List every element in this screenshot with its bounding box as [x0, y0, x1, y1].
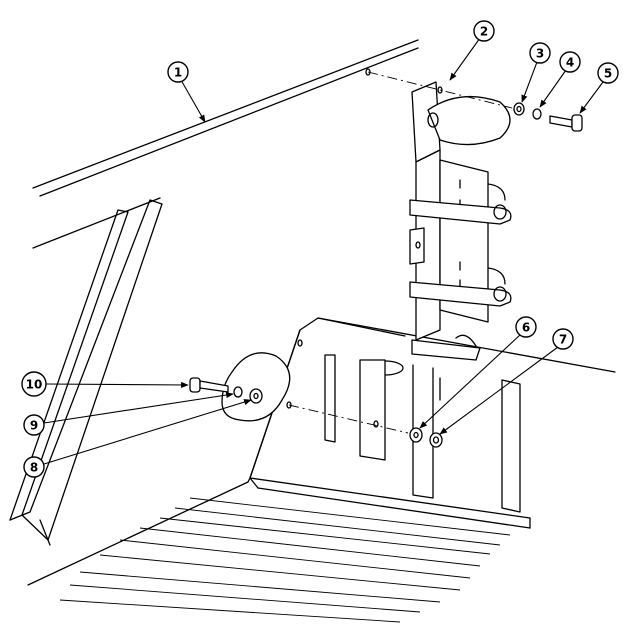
vehicle-body — [9, 39, 616, 623]
alignment-lines — [288, 68, 513, 434]
svg-text:8: 8 — [30, 461, 38, 475]
cutaway-detail — [221, 352, 292, 422]
svg-text:1: 1 — [174, 66, 182, 80]
callout-3: 3 — [529, 42, 551, 64]
callout-4: 4 — [559, 51, 581, 73]
svg-text:3: 3 — [536, 47, 544, 61]
svg-text:7: 7 — [559, 333, 567, 347]
svg-text:6: 6 — [522, 321, 530, 335]
svg-text:10: 10 — [26, 378, 43, 392]
svg-text:9: 9 — [30, 419, 38, 433]
callout-5: 5 — [597, 62, 619, 84]
bracket-assembly — [359, 81, 512, 461]
svg-text:5: 5 — [604, 67, 612, 81]
callout-6: 6 — [515, 316, 537, 338]
svg-text:2: 2 — [480, 25, 488, 39]
callouts: 1 2 3 4 5 6 — [21, 20, 619, 478]
callout-8: 8 — [23, 456, 45, 478]
hardware — [189, 102, 583, 448]
callout-2: 2 — [473, 20, 495, 42]
callout-10: 10 — [21, 371, 47, 397]
svg-text:4: 4 — [566, 56, 574, 70]
callout-1: 1 — [167, 61, 189, 83]
callout-7: 7 — [552, 328, 574, 350]
callout-9: 9 — [23, 414, 45, 436]
